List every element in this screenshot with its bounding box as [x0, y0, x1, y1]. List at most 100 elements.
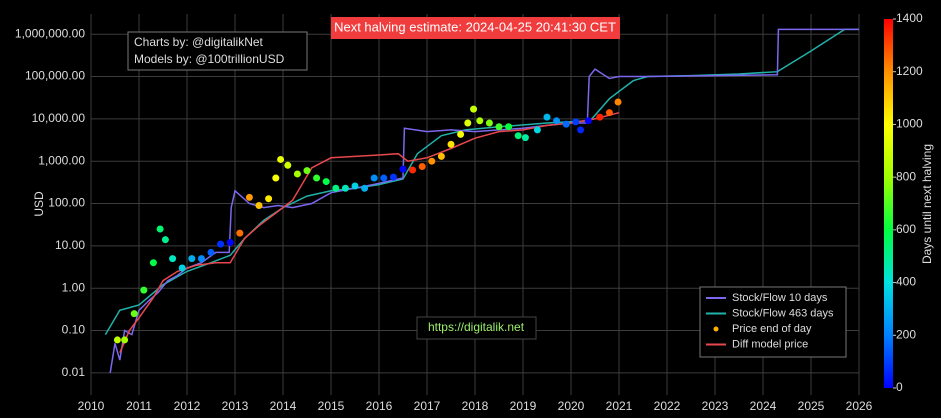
credits-box: [127, 31, 308, 71]
colorbar-title: Days until next halving: [920, 144, 934, 264]
price-point: [361, 184, 369, 192]
price-point: [533, 126, 541, 134]
overlay: 2010 2011 2012 2013 2014 2015 2016 2017 2018 2019…: [15, 11, 934, 413]
legend-label: Stock/Flow 10 days: [732, 292, 828, 304]
y-tick-label: 1,000.00: [38, 153, 85, 167]
x-tick-label: 2012: [174, 399, 201, 413]
price-point: [303, 167, 311, 175]
x-tick-label: 2026: [846, 399, 873, 413]
price-point: [495, 123, 503, 131]
y-tick-label: 1,000,000.00: [15, 26, 85, 40]
x-tick-label: 2021: [606, 399, 633, 413]
price-point: [505, 123, 513, 131]
y-tick-label: 0.10: [62, 323, 86, 337]
x-tick-label: 2023: [702, 399, 729, 413]
legend-label: Price end of day: [732, 323, 812, 335]
y-tick-label: 1.00: [62, 280, 86, 294]
colorbar: [884, 19, 893, 388]
y-axis-label: USD: [32, 191, 46, 217]
halving-estimate: Next halving estimate: 2024-04-25 20:41:…: [334, 19, 616, 34]
colorbar-tick-label: 1400: [896, 11, 923, 25]
legend-label: Stock/Flow 463 days: [732, 307, 834, 319]
x-tick-label: 2022: [654, 399, 681, 413]
credits-models: Models by: @100trillionUSD: [134, 52, 285, 66]
price-point: [370, 174, 378, 182]
price-point: [389, 173, 397, 181]
price-point: [437, 152, 445, 160]
price-point: [428, 157, 436, 165]
legend-marker: [713, 326, 719, 332]
x-tick-label: 2020: [558, 399, 585, 413]
y-tick-label: 10.00: [55, 238, 85, 252]
colorbar-tick-label: 200: [896, 327, 916, 341]
price-point: [149, 259, 157, 267]
price-point: [418, 162, 426, 170]
price-point: [277, 155, 285, 163]
price-point: [409, 166, 417, 174]
x-tick-label: 2013: [222, 399, 249, 413]
price-point: [457, 130, 465, 138]
price-point: [543, 113, 551, 121]
price-point: [265, 195, 273, 203]
y-tick-label: 0.01: [62, 365, 86, 379]
colorbar-tick-label: 1200: [896, 64, 923, 78]
x-tick-label: 2019: [510, 399, 537, 413]
url-box: [416, 316, 537, 340]
y-tick-label: 100.00: [48, 196, 85, 210]
price-point: [577, 126, 585, 134]
price-point: [464, 119, 472, 127]
legend-label: Diff model price: [732, 338, 808, 350]
price-point: [447, 140, 455, 148]
price-point: [313, 174, 321, 182]
price-point: [272, 174, 280, 182]
price-point: [553, 117, 561, 125]
x-tick-label: 2024: [750, 399, 777, 413]
price-point: [121, 336, 129, 344]
price-point: [584, 117, 592, 125]
price-point: [226, 239, 234, 247]
colorbar-tick-label: 400: [896, 275, 916, 289]
price-point: [140, 286, 148, 294]
price-point: [322, 178, 330, 186]
price-point: [245, 193, 253, 201]
price-point: [217, 240, 225, 248]
price-point: [156, 225, 164, 233]
colorbar-tick-label: 1000: [896, 117, 923, 131]
price-point: [178, 264, 186, 272]
price-point: [207, 248, 215, 256]
price-point: [562, 120, 570, 128]
price-point: [255, 201, 263, 209]
x-tick-label: 2015: [318, 399, 345, 413]
colorbar-tick-label: 0: [896, 380, 903, 394]
x-tick-label: 2018: [462, 399, 489, 413]
colorbar-tick-label: 800: [896, 169, 916, 183]
price-point: [399, 165, 407, 173]
price-point: [470, 105, 478, 113]
price-point: [284, 161, 292, 169]
site-url: https://digitalik.net: [428, 320, 525, 334]
series-line: [109, 28, 859, 374]
credits-charts: Charts by: @digitalikNet: [134, 35, 264, 49]
price-point: [236, 229, 244, 237]
y-tick-label: 10,000.00: [32, 111, 86, 125]
price-point: [188, 255, 196, 263]
x-tick-label: 2017: [414, 399, 441, 413]
price-point: [113, 336, 121, 344]
price-point: [341, 184, 349, 192]
price-point: [596, 113, 604, 121]
price-point: [380, 174, 388, 182]
price-point: [197, 255, 205, 263]
x-tick-label: 2016: [366, 399, 393, 413]
y-tick-label: 100,000.00: [25, 69, 85, 83]
price-point: [485, 119, 493, 127]
plot-area: [104, 28, 859, 374]
halving-box: [331, 17, 620, 39]
price-point: [514, 132, 522, 140]
price-point: [130, 310, 138, 318]
price-point: [476, 117, 484, 125]
price-point: [572, 118, 580, 126]
x-tick-label: 2010: [78, 399, 105, 413]
price-point: [351, 182, 359, 190]
